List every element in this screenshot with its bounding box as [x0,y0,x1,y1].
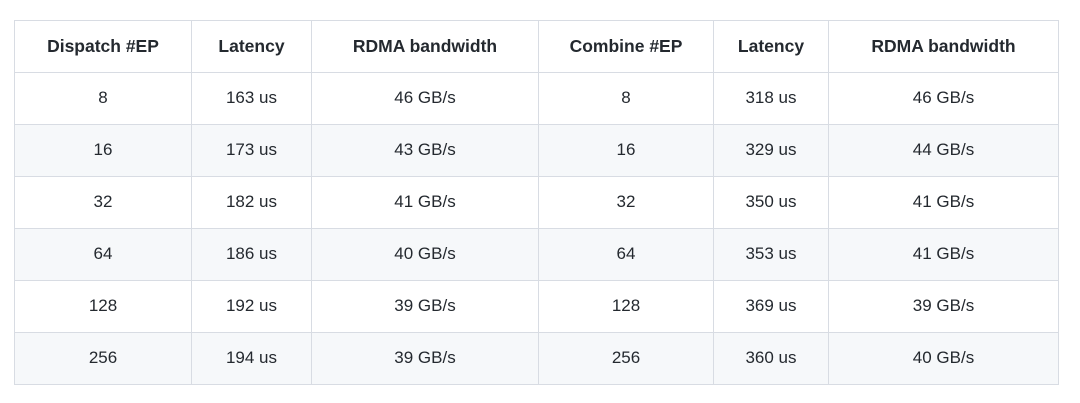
header-combine-ep: Combine #EP [538,20,714,73]
cell-combine-ep: 64 [538,228,714,281]
cell-dispatch-rdma-bandwidth: 41 GB/s [311,176,539,229]
header-row: Dispatch #EP Latency RDMA bandwidth Comb… [14,20,1059,73]
cell-dispatch-rdma-bandwidth: 40 GB/s [311,228,539,281]
header-combine-latency: Latency [713,20,829,73]
table-body: 8 163 us 46 GB/s 8 318 us 46 GB/s 16 173… [14,72,1059,385]
cell-combine-latency: 369 us [713,280,829,333]
cell-dispatch-latency: 186 us [191,228,312,281]
table-row: 64 186 us 40 GB/s 64 353 us 41 GB/s [14,228,1059,281]
page: Dispatch #EP Latency RDMA bandwidth Comb… [14,20,1059,385]
cell-dispatch-ep: 256 [14,332,192,385]
cell-combine-ep: 32 [538,176,714,229]
cell-dispatch-ep: 8 [14,72,192,125]
cell-combine-ep: 128 [538,280,714,333]
cell-dispatch-latency: 182 us [191,176,312,229]
cell-dispatch-rdma-bandwidth: 46 GB/s [311,72,539,125]
cell-dispatch-latency: 192 us [191,280,312,333]
cell-dispatch-latency: 194 us [191,332,312,385]
cell-dispatch-latency: 173 us [191,124,312,177]
table-row: 8 163 us 46 GB/s 8 318 us 46 GB/s [14,72,1059,125]
cell-dispatch-latency: 163 us [191,72,312,125]
cell-combine-rdma-bandwidth: 40 GB/s [828,332,1059,385]
cell-combine-rdma-bandwidth: 39 GB/s [828,280,1059,333]
cell-dispatch-rdma-bandwidth: 39 GB/s [311,332,539,385]
header-dispatch-rdma-bandwidth: RDMA bandwidth [311,20,539,73]
header-dispatch-latency: Latency [191,20,312,73]
cell-dispatch-ep: 16 [14,124,192,177]
table-row: 128 192 us 39 GB/s 128 369 us 39 GB/s [14,280,1059,333]
cell-dispatch-ep: 32 [14,176,192,229]
cell-combine-rdma-bandwidth: 41 GB/s [828,228,1059,281]
cell-dispatch-rdma-bandwidth: 43 GB/s [311,124,539,177]
header-dispatch-ep: Dispatch #EP [14,20,192,73]
cell-combine-ep: 256 [538,332,714,385]
table-row: 256 194 us 39 GB/s 256 360 us 40 GB/s [14,332,1059,385]
cell-dispatch-rdma-bandwidth: 39 GB/s [311,280,539,333]
cell-combine-latency: 350 us [713,176,829,229]
table-row: 32 182 us 41 GB/s 32 350 us 41 GB/s [14,176,1059,229]
cell-combine-rdma-bandwidth: 44 GB/s [828,124,1059,177]
cell-combine-rdma-bandwidth: 41 GB/s [828,176,1059,229]
cell-dispatch-ep: 128 [14,280,192,333]
table-header: Dispatch #EP Latency RDMA bandwidth Comb… [14,20,1059,73]
cell-combine-latency: 353 us [713,228,829,281]
cell-combine-rdma-bandwidth: 46 GB/s [828,72,1059,125]
cell-combine-latency: 318 us [713,72,829,125]
benchmark-table: Dispatch #EP Latency RDMA bandwidth Comb… [14,20,1059,385]
cell-combine-ep: 8 [538,72,714,125]
cell-combine-ep: 16 [538,124,714,177]
cell-combine-latency: 360 us [713,332,829,385]
table-row: 16 173 us 43 GB/s 16 329 us 44 GB/s [14,124,1059,177]
cell-dispatch-ep: 64 [14,228,192,281]
cell-combine-latency: 329 us [713,124,829,177]
header-combine-rdma-bandwidth: RDMA bandwidth [828,20,1059,73]
